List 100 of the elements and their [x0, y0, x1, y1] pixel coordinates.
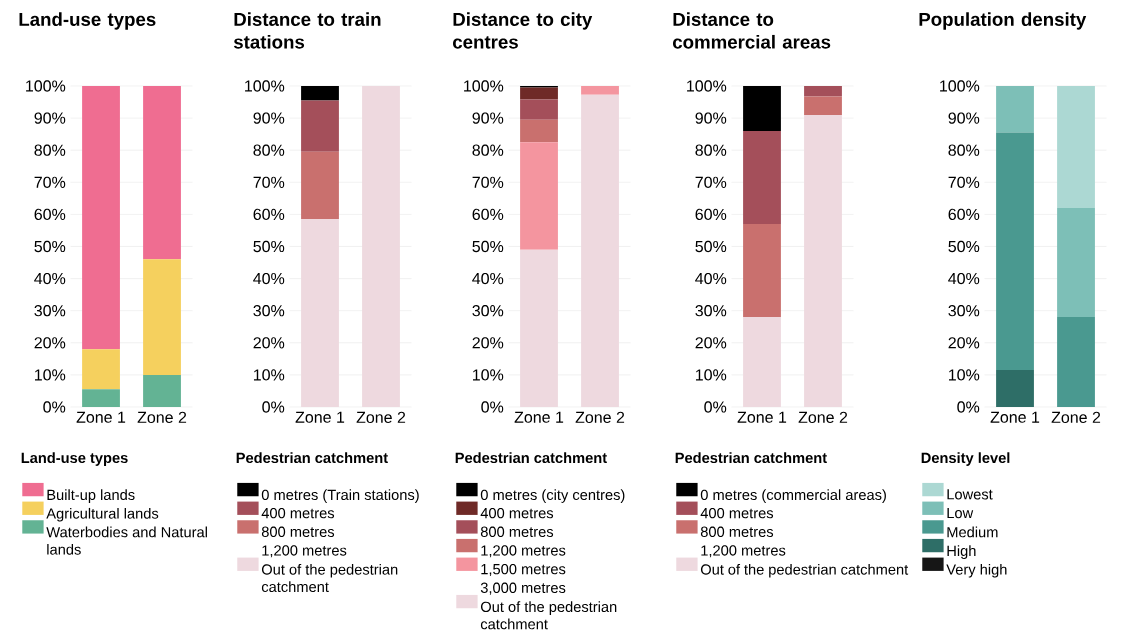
- bar: [1057, 85, 1095, 208]
- x-tick-label: Zone 1: [737, 411, 787, 423]
- legend-title: Density level: [921, 452, 1010, 466]
- y-tick-label: 50%: [472, 240, 504, 253]
- legend-label: 400 metres: [480, 507, 554, 519]
- y-tick-label: 80%: [253, 144, 285, 156]
- y-tick-label: 50%: [948, 240, 980, 253]
- legend-label: 800 metres: [480, 526, 554, 537]
- y-tick-label: 60%: [253, 208, 285, 221]
- bar: [143, 85, 181, 260]
- y-tick-label: 10%: [253, 369, 285, 381]
- y-tick-label: 30%: [472, 305, 504, 317]
- legend-label: 400 metres: [261, 507, 335, 519]
- y-tick-label: 80%: [695, 144, 727, 156]
- bar: [804, 96, 842, 115]
- legend-title: Pedestrian catchment: [455, 452, 607, 464]
- x-tick-label: Zone 1: [76, 411, 126, 423]
- y-tick-label: 40%: [472, 272, 504, 285]
- y-tick-label: 70%: [34, 176, 66, 188]
- y-tick-label: 30%: [253, 305, 285, 317]
- x-tick-label: Zone 2: [1051, 411, 1101, 424]
- y-tick-label: 80%: [34, 144, 66, 156]
- y-tick-label: 50%: [253, 240, 285, 253]
- y-tick-label: 0%: [957, 401, 980, 413]
- chart-title: Land-use types: [19, 12, 156, 30]
- bar: [1057, 317, 1095, 407]
- x-tick-label: Zone 1: [514, 411, 564, 423]
- text: 1,200 metres: [262, 545, 347, 558]
- legend-label: Agricultural lands: [46, 507, 159, 522]
- bar: [743, 224, 781, 318]
- legend-title: Land-use types: [21, 452, 128, 466]
- legend-label: 1,200 metres: [481, 545, 566, 558]
- x-tick-label: Zone 2: [356, 411, 406, 424]
- y-tick-label: 20%: [253, 337, 285, 349]
- legend-title: Pedestrian catchment: [236, 452, 388, 464]
- legend-label: 0 metres (commercial areas): [700, 489, 886, 503]
- bar: [520, 99, 558, 120]
- y-tick-label: 70%: [472, 176, 504, 188]
- legend-label: 0 metres (Train stations): [261, 489, 419, 503]
- bar: [520, 142, 558, 250]
- y-tick-label: 0%: [704, 401, 727, 413]
- y-tick-label: 60%: [34, 208, 66, 221]
- bar: [301, 151, 339, 220]
- y-tick-label: 30%: [695, 305, 727, 317]
- y-tick-label: 40%: [253, 272, 285, 285]
- x-tick-label: Zone 1: [990, 411, 1040, 423]
- y-tick-label: 90%: [34, 112, 66, 124]
- x-tick-label: Zone 1: [295, 411, 345, 423]
- y-tick-label: 30%: [34, 305, 66, 317]
- legend-label: 1,500 metres: [481, 563, 566, 577]
- chart-title: Distance to commercial areas: [673, 12, 831, 49]
- y-tick-label: 100%: [464, 80, 504, 92]
- y-tick-label: 30%: [948, 305, 980, 317]
- y-tick-label: 100%: [245, 80, 285, 92]
- y-tick-label: 100%: [26, 80, 66, 92]
- x-tick-label: Zone 2: [798, 411, 848, 424]
- bar: [82, 85, 120, 350]
- legend-label: Built-up lands: [47, 489, 135, 503]
- y-tick-label: 40%: [948, 272, 980, 285]
- y-tick-label: 20%: [34, 337, 66, 349]
- legend-label: Low: [947, 507, 974, 519]
- y-tick-label: 0%: [43, 401, 66, 413]
- text: 3,000 metres: [480, 582, 566, 595]
- bar: [82, 389, 120, 407]
- y-tick-label: 100%: [687, 80, 727, 92]
- bar: [82, 349, 120, 390]
- bar: [143, 374, 181, 407]
- y-tick-label: 40%: [34, 272, 66, 285]
- y-tick-label: 10%: [34, 369, 66, 381]
- bar: [1057, 207, 1095, 318]
- legend-title: Pedestrian catchment: [675, 452, 827, 464]
- y-tick-label: 80%: [472, 144, 504, 156]
- legend-label: Medium: [947, 526, 998, 538]
- y-tick-label: 70%: [948, 176, 980, 188]
- legend-label: 400 metres: [700, 507, 774, 519]
- chart-title: Population density: [919, 12, 1087, 30]
- legend-label: 0 metres (city centres): [480, 489, 625, 503]
- y-tick-label: 20%: [695, 337, 727, 349]
- bar: [996, 85, 1034, 133]
- bar: [581, 85, 619, 95]
- y-tick-label: 70%: [253, 176, 285, 188]
- y-tick-label: 90%: [253, 112, 285, 124]
- bar: [996, 132, 1034, 371]
- legend-label: Out of the pedestrian catchment: [261, 563, 398, 593]
- y-tick-label: 90%: [948, 112, 980, 124]
- legend-label: 800 metres: [700, 526, 774, 537]
- legend-label: Very high: [946, 563, 1007, 578]
- y-tick-label: 50%: [34, 240, 66, 253]
- legend-label: Out of the pedestrian catchment: [480, 601, 617, 630]
- bar: [301, 100, 339, 152]
- y-tick-label: 60%: [948, 208, 980, 221]
- legend-label: High: [947, 545, 976, 559]
- bar: [804, 85, 842, 97]
- legend-label: Waterbodies and Natural lands: [46, 526, 207, 555]
- y-tick-label: 90%: [472, 112, 504, 124]
- y-tick-label: 60%: [472, 208, 504, 221]
- y-tick-label: 0%: [262, 401, 285, 413]
- bar: [143, 259, 181, 375]
- bar: [520, 119, 558, 143]
- y-tick-label: 20%: [472, 337, 504, 349]
